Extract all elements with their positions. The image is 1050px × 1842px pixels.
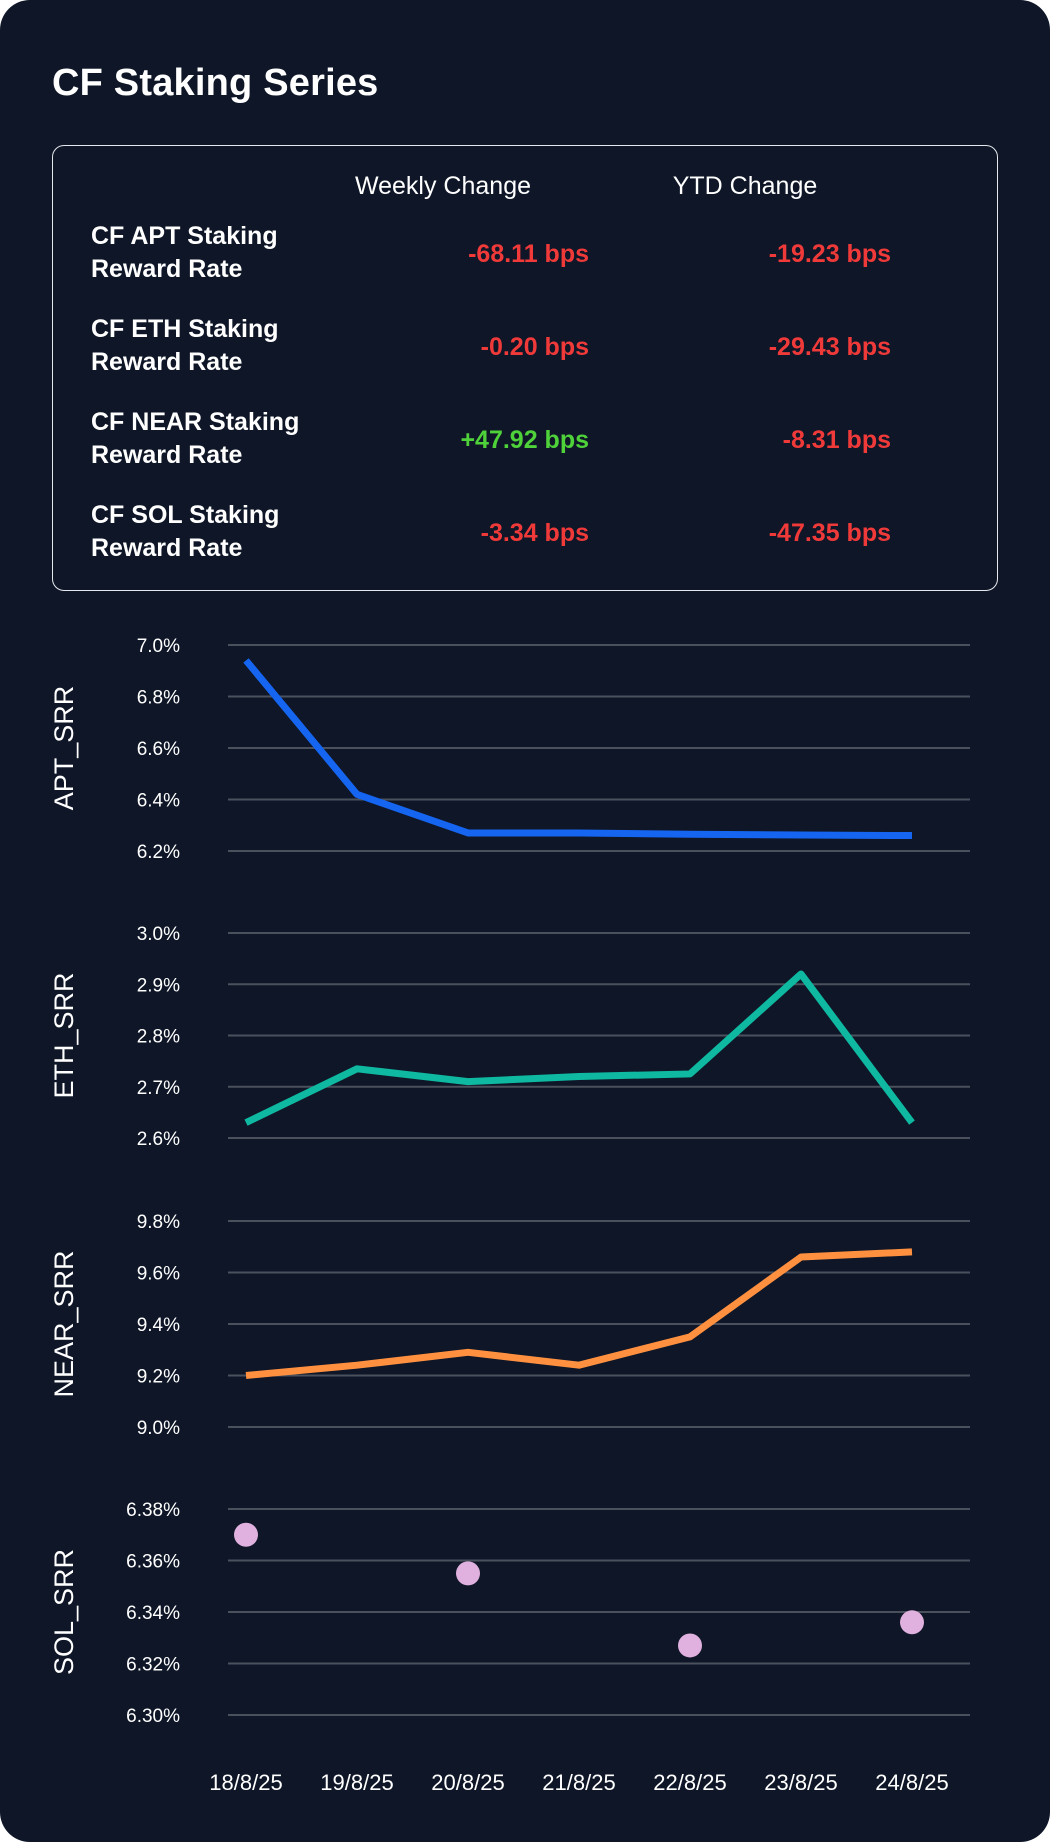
weekly-change-sol: -3.34 bps xyxy=(480,519,589,547)
sol-srr-ytick-label: 6.34% xyxy=(126,1603,180,1624)
apt-srr-ytick-label: 6.4% xyxy=(137,791,180,812)
near-srr-ytick-label: 9.0% xyxy=(137,1418,180,1439)
summary-row-label-apt: CF APT Staking Reward Rate xyxy=(91,220,351,286)
eth-srr-ytick-label: 3.0% xyxy=(137,924,180,945)
eth-srr-ytick-label: 2.9% xyxy=(137,975,180,996)
row-label-line2: Reward Rate xyxy=(91,255,243,283)
x-tick-label: 21/8/25 xyxy=(542,1770,615,1795)
ytd-change-eth: -29.43 bps xyxy=(768,333,891,361)
ytd-change-near: -8.31 bps xyxy=(782,426,891,454)
near-srr-ytick-label: 9.2% xyxy=(137,1367,180,1388)
sol-srr-ytick-label: 6.36% xyxy=(126,1552,180,1573)
page-title: CF Staking Series xyxy=(52,62,379,104)
row-label-line2: Reward Rate xyxy=(91,348,243,376)
row-label-line2: Reward Rate xyxy=(91,534,243,562)
sol-srr-ytick-label: 6.32% xyxy=(126,1655,180,1676)
summary-row-label-near: CF NEAR Staking Reward Rate xyxy=(91,406,351,472)
x-tick-label: 23/8/25 xyxy=(764,1770,837,1795)
weekly-change-eth: -0.20 bps xyxy=(480,333,589,361)
row-label-line1: CF APT Staking xyxy=(91,222,278,250)
near-srr-ytick-label: 9.4% xyxy=(137,1315,180,1336)
x-tick-label: 19/8/25 xyxy=(320,1770,393,1795)
weekly-change-apt: -68.11 bps xyxy=(468,240,589,268)
sol-srr-point xyxy=(234,1522,258,1547)
x-tick-label: 24/8/25 xyxy=(875,1770,948,1795)
apt-srr-ytick-label: 6.8% xyxy=(137,688,180,709)
x-tick-label: 22/8/25 xyxy=(653,1770,726,1795)
near-srr-axis-label: NEAR_SRR xyxy=(49,1250,79,1397)
sol-srr-point xyxy=(900,1610,924,1635)
row-label-line1: CF NEAR Staking xyxy=(91,408,300,436)
eth-srr-ytick-label: 2.6% xyxy=(137,1129,180,1150)
ytd-change-apt: -19.23 bps xyxy=(768,240,891,268)
near-srr-series-line xyxy=(245,1248,913,1379)
x-tick-label: 18/8/25 xyxy=(209,1770,282,1795)
eth-srr-axis-label: ETH_SRR xyxy=(49,972,79,1098)
eth-srr-ytick-label: 2.7% xyxy=(137,1078,180,1099)
sol-srr-point xyxy=(456,1561,480,1586)
apt-srr-series-line xyxy=(243,658,913,840)
apt-srr-ytick-label: 6.2% xyxy=(137,842,180,863)
near-srr-ytick-label: 9.6% xyxy=(137,1264,180,1285)
summary-row-label-eth: CF ETH Staking Reward Rate xyxy=(91,313,351,379)
row-label-line1: CF SOL Staking xyxy=(91,501,280,529)
sol-srr-point xyxy=(678,1633,702,1658)
near-srr-ytick-label: 9.8% xyxy=(137,1212,180,1233)
weekly-change-near: +47.92 bps xyxy=(460,426,589,454)
row-label-line2: Reward Rate xyxy=(91,441,243,469)
apt-srr-ytick-label: 6.6% xyxy=(137,739,180,760)
summary-row-label-sol: CF SOL Staking Reward Rate xyxy=(91,499,351,565)
sol-srr-ytick-label: 6.38% xyxy=(126,1500,180,1521)
summary-table: Weekly Change YTD Change CF APT Staking … xyxy=(52,145,998,591)
apt-srr-ytick-label: 7.0% xyxy=(137,636,180,657)
row-label-line1: CF ETH Staking xyxy=(91,315,279,343)
eth-srr-series-line xyxy=(244,970,915,1126)
apt-srr-axis-label: APT_SRR xyxy=(49,686,79,811)
sol-srr-ytick-label: 6.30% xyxy=(126,1706,180,1727)
x-tick-label: 20/8/25 xyxy=(431,1770,504,1795)
ytd-change-header: YTD Change xyxy=(672,172,818,200)
ytd-change-sol: -47.35 bps xyxy=(768,519,891,547)
weekly-change-header: Weekly Change xyxy=(354,172,532,200)
sol-srr-axis-label: SOL_SRR xyxy=(49,1549,79,1675)
eth-srr-ytick-label: 2.8% xyxy=(137,1027,180,1048)
